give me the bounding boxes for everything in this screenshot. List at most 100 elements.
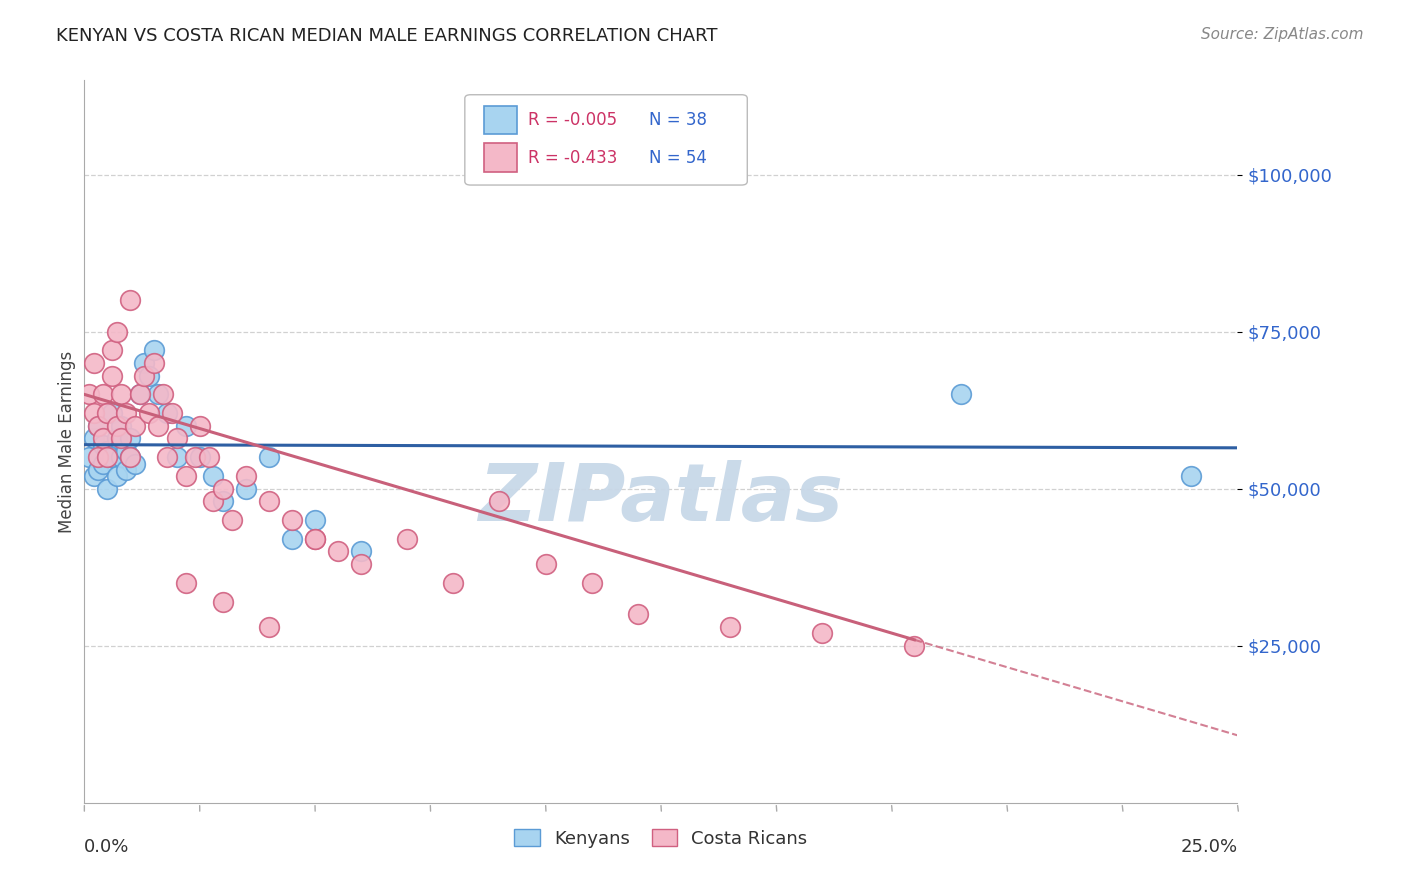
Point xyxy=(120,431,142,445)
Point xyxy=(115,463,138,477)
Text: 0.0%: 0.0% xyxy=(84,838,129,855)
Point xyxy=(304,532,326,546)
Point xyxy=(350,544,373,558)
Point xyxy=(160,406,183,420)
Point xyxy=(202,494,225,508)
Point xyxy=(87,463,110,477)
Point xyxy=(441,575,464,590)
Point xyxy=(396,532,419,546)
Text: Source: ZipAtlas.com: Source: ZipAtlas.com xyxy=(1201,27,1364,42)
Point xyxy=(281,532,304,546)
Point xyxy=(174,418,197,433)
Point xyxy=(304,532,326,546)
Y-axis label: Median Male Earnings: Median Male Earnings xyxy=(58,351,76,533)
Point xyxy=(105,325,128,339)
Point xyxy=(83,406,105,420)
Point xyxy=(87,418,110,433)
Point xyxy=(211,595,233,609)
Point xyxy=(101,450,124,465)
Point xyxy=(188,418,211,433)
Point xyxy=(110,418,132,433)
Point xyxy=(166,450,188,465)
Point xyxy=(142,356,165,370)
Point xyxy=(903,639,925,653)
Point xyxy=(202,469,225,483)
Point xyxy=(198,450,221,465)
Point xyxy=(105,431,128,445)
Point xyxy=(96,482,118,496)
Point xyxy=(221,513,243,527)
Text: KENYAN VS COSTA RICAN MEDIAN MALE EARNINGS CORRELATION CHART: KENYAN VS COSTA RICAN MEDIAN MALE EARNIN… xyxy=(56,27,717,45)
Point xyxy=(134,368,156,383)
Point xyxy=(304,513,326,527)
Point xyxy=(87,418,110,433)
Point xyxy=(718,620,741,634)
Point xyxy=(96,406,118,420)
Point xyxy=(83,469,105,483)
Point xyxy=(115,406,138,420)
Point xyxy=(101,406,124,420)
Point xyxy=(77,387,100,401)
Point xyxy=(138,406,160,420)
Point xyxy=(110,387,132,401)
Text: N = 54: N = 54 xyxy=(650,149,707,167)
Point xyxy=(124,457,146,471)
Point xyxy=(350,557,373,571)
Point xyxy=(142,343,165,358)
Point xyxy=(257,494,280,508)
Point xyxy=(128,387,150,401)
Point xyxy=(211,482,233,496)
Point xyxy=(326,544,349,558)
Point xyxy=(77,450,100,465)
Point xyxy=(87,450,110,465)
Point xyxy=(235,469,257,483)
Point xyxy=(96,450,118,465)
Point xyxy=(105,469,128,483)
Point xyxy=(152,387,174,401)
Point xyxy=(581,575,603,590)
Point xyxy=(534,557,557,571)
Point xyxy=(146,418,169,433)
Point xyxy=(101,368,124,383)
Text: 25.0%: 25.0% xyxy=(1180,838,1237,855)
Point xyxy=(128,387,150,401)
Point xyxy=(91,387,114,401)
Point xyxy=(166,431,188,445)
Point xyxy=(83,356,105,370)
Point xyxy=(91,457,114,471)
Point xyxy=(211,494,233,508)
Point xyxy=(96,444,118,458)
Point xyxy=(811,626,834,640)
Point xyxy=(188,450,211,465)
Text: ZIPatlas: ZIPatlas xyxy=(478,460,844,539)
Text: R = -0.433: R = -0.433 xyxy=(529,149,617,167)
Point xyxy=(138,368,160,383)
Point xyxy=(91,438,114,452)
Point xyxy=(156,406,179,420)
FancyBboxPatch shape xyxy=(485,105,517,135)
Point xyxy=(627,607,650,622)
Point xyxy=(120,450,142,465)
Point xyxy=(1180,469,1202,483)
Point xyxy=(257,620,280,634)
Point xyxy=(101,343,124,358)
FancyBboxPatch shape xyxy=(465,95,748,185)
Point xyxy=(146,387,169,401)
Point xyxy=(949,387,972,401)
Point xyxy=(281,513,304,527)
Point xyxy=(83,431,105,445)
Point xyxy=(257,450,280,465)
Point xyxy=(184,450,207,465)
Point xyxy=(105,418,128,433)
Point xyxy=(174,575,197,590)
Legend: Kenyans, Costa Ricans: Kenyans, Costa Ricans xyxy=(508,822,814,855)
Point xyxy=(124,418,146,433)
Point xyxy=(134,356,156,370)
Point xyxy=(120,450,142,465)
Text: R = -0.005: R = -0.005 xyxy=(529,111,617,129)
Point xyxy=(110,450,132,465)
FancyBboxPatch shape xyxy=(485,143,517,172)
Point xyxy=(156,450,179,465)
Point xyxy=(488,494,510,508)
Point xyxy=(235,482,257,496)
